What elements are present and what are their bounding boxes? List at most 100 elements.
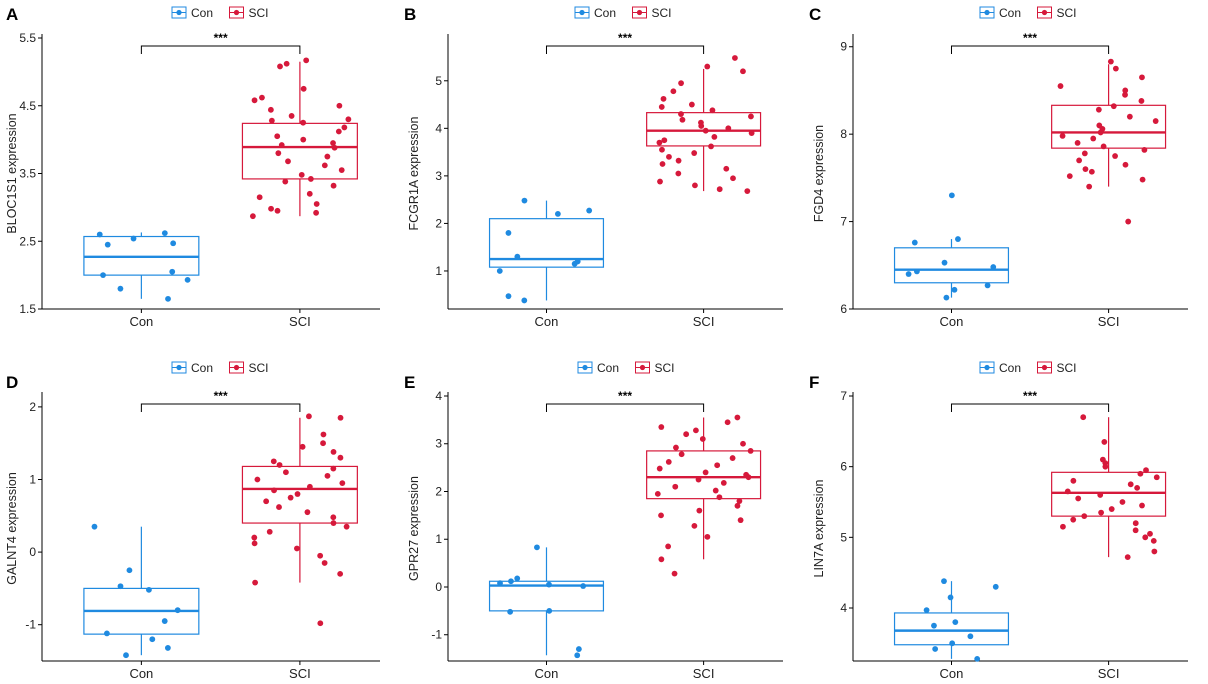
series-con <box>83 523 200 659</box>
data-point <box>716 494 723 501</box>
data-point <box>282 469 289 476</box>
data-point <box>1132 520 1139 527</box>
data-point <box>1143 467 1149 474</box>
y-axis-label: FGD4 expression <box>812 125 826 222</box>
data-point <box>268 205 274 212</box>
legend-point-icon <box>984 9 990 16</box>
significance-bracket: *** <box>545 31 705 54</box>
data-point <box>658 424 665 430</box>
data-point <box>678 451 685 458</box>
data-point <box>740 68 746 75</box>
series-sci <box>1051 414 1167 561</box>
data-point <box>736 498 743 504</box>
y-tick-label: -1 <box>431 628 442 642</box>
data-point <box>330 182 337 189</box>
data-point <box>720 480 727 486</box>
data-point <box>267 106 274 113</box>
panel-c: C Con SCI 6 7 8 9 FGD4 expression Con SCI *** <box>809 5 1188 329</box>
data-point <box>658 556 665 563</box>
box <box>1051 104 1167 149</box>
data-point <box>659 161 666 167</box>
data-point <box>1097 129 1104 136</box>
significance-label: *** <box>1023 389 1037 403</box>
data-point <box>164 645 171 651</box>
data-point <box>992 583 999 590</box>
data-point <box>1112 65 1119 72</box>
x-tick-label: SCI <box>1098 666 1120 681</box>
data-point <box>990 264 997 270</box>
data-point <box>654 490 661 497</box>
significance-bracket: *** <box>950 31 1110 54</box>
data-point <box>268 117 275 124</box>
data-point <box>341 124 348 131</box>
data-point <box>496 268 503 274</box>
y-tick-label: 2 <box>29 400 36 414</box>
data-point <box>1090 135 1097 142</box>
data-point <box>1100 143 1107 150</box>
data-point <box>1137 470 1144 477</box>
data-point <box>732 55 738 61</box>
data-point <box>1101 439 1108 445</box>
data-point <box>948 192 955 199</box>
data-point <box>951 286 958 293</box>
data-point <box>712 487 719 494</box>
significance-bracket: *** <box>545 389 705 412</box>
legend-point-icon <box>984 364 990 371</box>
data-point <box>1076 157 1083 164</box>
data-point <box>306 190 313 197</box>
data-point <box>704 533 711 540</box>
x-tick-label: SCI <box>289 666 311 681</box>
data-point <box>1075 495 1082 502</box>
series-sci <box>241 57 358 220</box>
data-point <box>679 116 686 123</box>
y-axis-label: GPR27 expression <box>407 476 421 581</box>
bracket-line <box>140 403 301 412</box>
data-point <box>149 636 156 643</box>
x-tick-label: SCI <box>693 666 715 681</box>
x-tick-label: Con <box>535 314 559 329</box>
data-point <box>505 230 512 236</box>
data-point <box>1151 548 1158 555</box>
legend-key-sci: SCI <box>635 361 675 375</box>
data-point <box>1098 509 1105 516</box>
data-point <box>554 211 561 217</box>
data-point <box>952 619 959 626</box>
data-point <box>984 282 991 289</box>
data-point <box>1134 484 1141 491</box>
data-point <box>656 139 663 146</box>
bracket-line <box>950 45 1110 54</box>
data-point <box>748 113 754 120</box>
data-point <box>1141 146 1148 153</box>
box <box>893 612 1010 646</box>
y-tick-label: 4.5 <box>19 99 36 113</box>
data-point <box>330 449 337 455</box>
data-point <box>294 491 301 497</box>
data-point <box>287 494 294 501</box>
data-point <box>672 483 679 490</box>
series-con <box>488 544 605 659</box>
data-point <box>691 522 698 529</box>
legend: Con SCI <box>577 361 675 375</box>
legend-label: SCI <box>249 6 269 20</box>
data-point <box>251 534 258 541</box>
data-point <box>254 476 261 483</box>
data-point <box>1097 492 1104 498</box>
data-point <box>658 104 665 110</box>
data-point <box>271 487 277 494</box>
data-point <box>276 462 283 468</box>
data-point <box>266 528 273 535</box>
significance-label: *** <box>214 389 228 403</box>
bracket-line <box>140 45 301 54</box>
data-point <box>514 575 521 582</box>
panel-e: E Con SCI -1 0 1 2 3 4 GPR27 expression Con SCI *** <box>404 361 783 681</box>
data-point <box>337 414 344 421</box>
data-point <box>699 436 706 442</box>
data-point <box>580 583 587 589</box>
data-point <box>661 137 668 144</box>
data-point <box>100 272 106 279</box>
legend-key-sci: SCI <box>229 361 269 375</box>
data-point <box>724 419 731 426</box>
legend: Con SCI <box>574 6 672 20</box>
data-point <box>967 633 974 640</box>
